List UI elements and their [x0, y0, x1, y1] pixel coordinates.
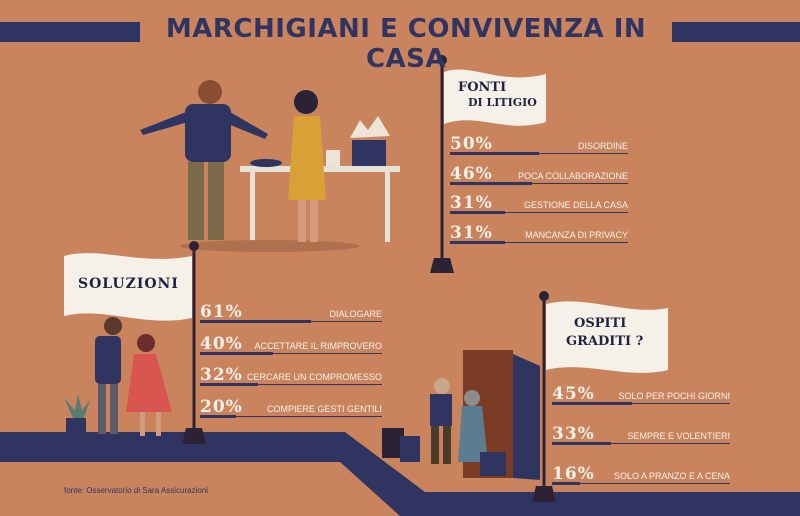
bar: [450, 152, 539, 155]
category-label: POCA COLLABORAZIONE: [517, 170, 628, 181]
bar: [200, 320, 312, 323]
couple-man-head-icon: [104, 317, 122, 335]
woman-dress-icon: [288, 116, 326, 200]
suitcase-icon: [480, 452, 506, 476]
old-man-leg-icon: [431, 426, 439, 464]
source-note: fonte: Osservatorio di Sara Assicurazion…: [64, 486, 209, 495]
bar-track: [450, 212, 628, 213]
bar: [552, 402, 633, 405]
category-label: SEMPRE E VOLENTIERI: [627, 431, 730, 441]
couple-man-body-icon: [95, 336, 121, 384]
flag-ospiti-icon: [546, 301, 668, 373]
bar-track: [552, 443, 730, 444]
pole-base-icon: [532, 486, 556, 502]
category-label: COMPIERE GESTI GENTILI: [266, 403, 382, 414]
suitcase-icon: [382, 428, 404, 458]
bar: [450, 211, 506, 214]
value-label: 33%: [552, 424, 595, 444]
bar: [552, 442, 611, 445]
category-label: GESTIONE DELLA CASA: [523, 200, 628, 210]
pot-icon: [352, 140, 386, 166]
couple-woman-head-icon: [137, 334, 155, 352]
woman-head-icon: [294, 90, 318, 114]
category-label: SOLO PER POCHI GIORNI: [618, 391, 730, 401]
title-background: [140, 12, 672, 52]
man-leg-icon: [208, 162, 224, 240]
old-man-head-icon: [434, 378, 450, 394]
category-label: DIALOGARE: [329, 309, 382, 319]
old-woman-head-icon: [464, 390, 480, 406]
plant-icon: [64, 394, 90, 418]
dishes-icon: [350, 116, 390, 138]
category-label: CERCARE UN COMPROMESSO: [246, 372, 382, 382]
man-arm-icon: [228, 112, 268, 139]
plant-pot-icon: [66, 418, 86, 434]
bar-track: [450, 241, 628, 243]
value-label: 45%: [552, 384, 595, 404]
pole-base-icon: [430, 258, 454, 273]
bar-track: [552, 483, 730, 484]
man-arm-icon: [140, 112, 188, 135]
flag-ospiti-line2: GRADITI ?: [566, 334, 644, 349]
flag-soluzioni-text: SOLUZIONI: [78, 276, 179, 292]
suitcase-icon: [400, 436, 420, 462]
bar-track: [450, 182, 628, 184]
pole-knob-icon: [437, 55, 447, 65]
category-label: ACCETTARE IL RIMPROVERO: [254, 340, 382, 351]
old-man-body-icon: [430, 394, 452, 426]
bar: [200, 414, 237, 418]
pole-knob-icon: [539, 291, 549, 301]
old-man-leg-icon: [443, 426, 451, 464]
pole-knob-icon: [189, 241, 199, 251]
table-leg-icon: [385, 172, 390, 242]
bar: [450, 181, 532, 185]
table-leg-icon: [250, 172, 255, 242]
cup-icon: [326, 150, 340, 166]
door-icon: [513, 354, 540, 480]
value-label: 31%: [450, 193, 493, 213]
couple-man-leg-icon: [98, 384, 106, 434]
woman-leg-icon: [298, 200, 306, 242]
category-label: SOLO A PRANZO E A CENA: [613, 471, 730, 481]
man-head-icon: [198, 80, 222, 104]
ground-shape: [0, 432, 800, 516]
category-label: DISORDINE: [577, 141, 628, 151]
couple-woman-leg-icon: [156, 412, 161, 436]
bar-track: [200, 384, 382, 385]
value-label: 31%: [450, 222, 493, 243]
category-label: MANCANZA DI PRIVACY: [525, 229, 628, 240]
flag-fonti-line1: FONTI: [458, 80, 507, 95]
flag-ospiti-line1: OSPITI: [574, 316, 627, 331]
bar: [200, 383, 259, 386]
couple-woman-leg-icon: [140, 412, 145, 436]
man-sweater-icon: [185, 104, 231, 162]
bowl-icon: [250, 159, 282, 167]
flag-fonti-line2: DI LITIGIO: [468, 96, 537, 109]
value-label: 32%: [200, 365, 243, 385]
pole-base-icon: [182, 428, 206, 444]
man-leg-icon: [188, 162, 204, 240]
value-label: 40%: [200, 333, 243, 354]
bar-track: [200, 352, 382, 354]
bar: [200, 351, 273, 355]
page-title: MARCHIGIANI E CONVIVENZA IN CASA: [165, 14, 647, 74]
bar-track: [200, 415, 382, 417]
flag-fonti-icon: [444, 69, 546, 126]
value-label: 20%: [200, 396, 243, 417]
bar-track: [450, 153, 628, 154]
bar: [450, 240, 506, 244]
couple-man-leg-icon: [110, 384, 118, 434]
bar: [552, 482, 581, 485]
value-label: 50%: [450, 134, 493, 154]
flag-soluzioni-icon: [64, 253, 192, 321]
value-label: 46%: [450, 163, 493, 184]
woman-leg-icon: [310, 200, 318, 242]
floor-shadow: [180, 240, 360, 252]
value-label: 61%: [200, 302, 243, 322]
couple-woman-dress-icon: [126, 354, 172, 412]
bar-track: [552, 403, 730, 404]
value-label: 16%: [552, 464, 595, 484]
old-woman-dress-icon: [458, 406, 488, 462]
